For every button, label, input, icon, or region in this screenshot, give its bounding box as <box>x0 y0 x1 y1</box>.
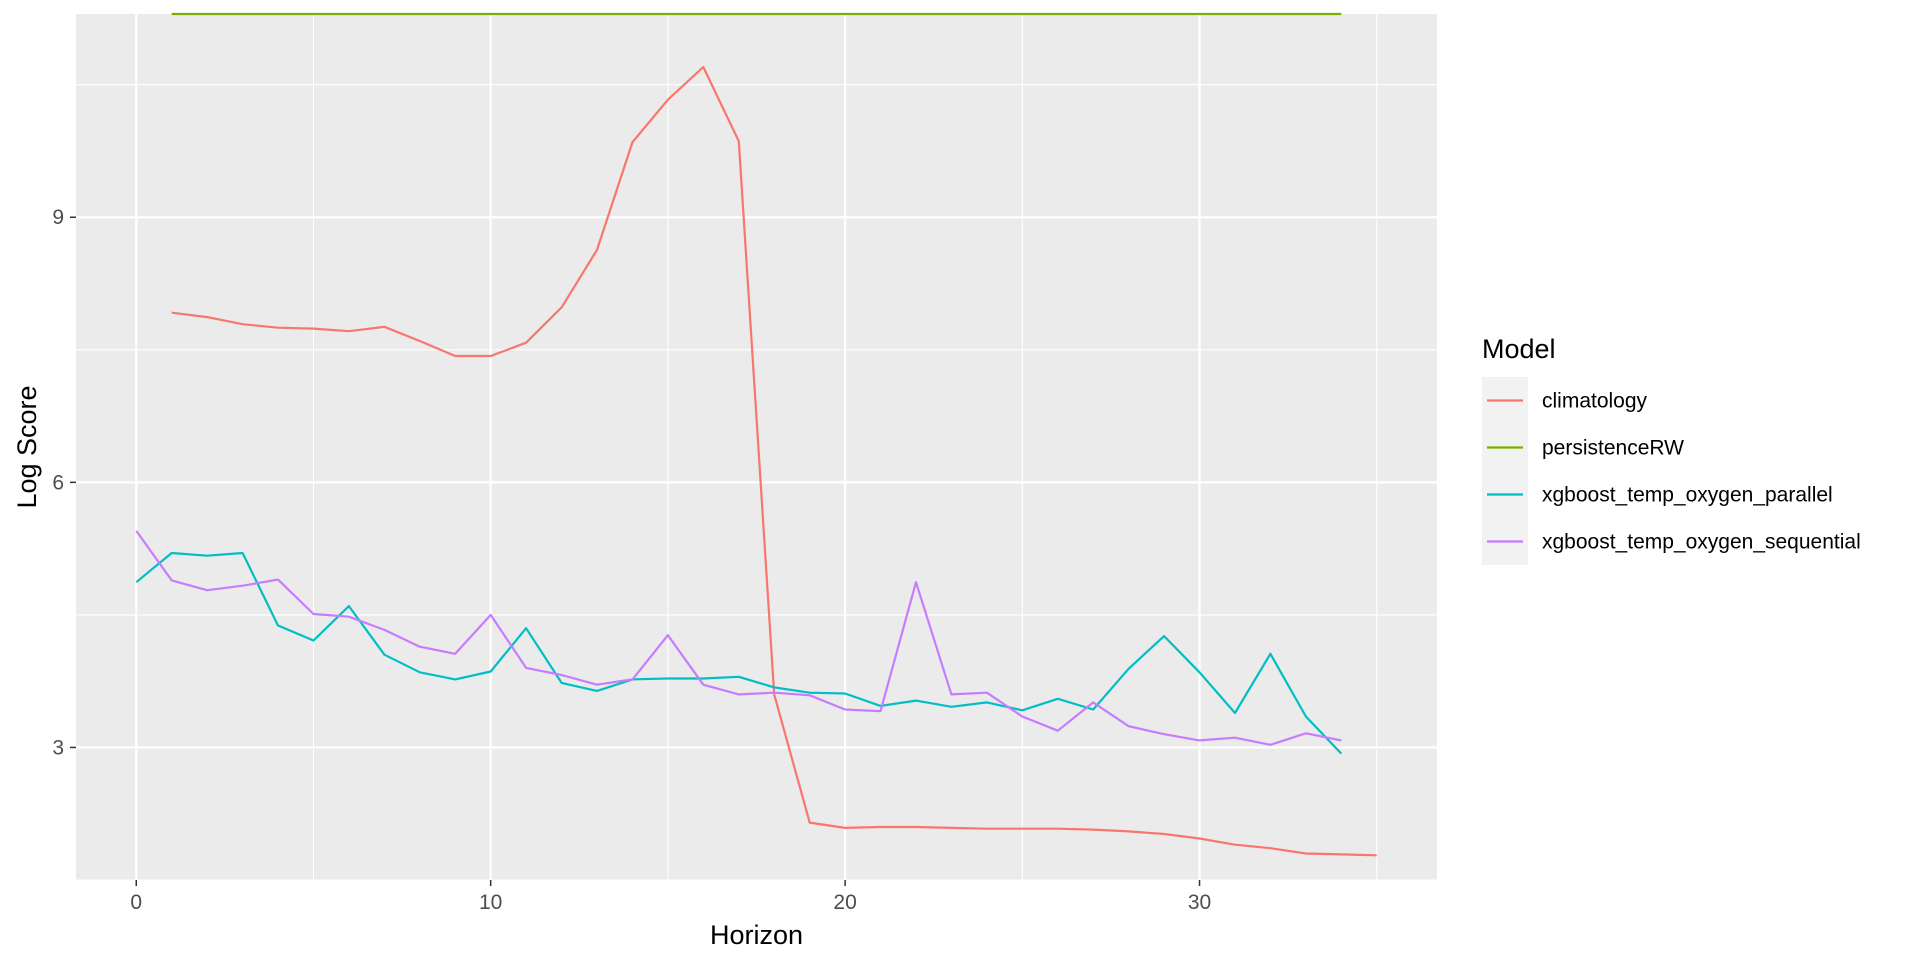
series-line-xgboost_temp_oxygen_parallel <box>135 551 1343 755</box>
legend-label: climatology <box>1542 390 1648 413</box>
legend-label: xgboost_temp_oxygen_parallel <box>1542 484 1833 507</box>
legend-item: xgboost_temp_oxygen_sequential <box>1487 531 1861 554</box>
series-layer <box>135 12 1377 857</box>
legend-keys-background <box>1482 377 1528 565</box>
series-line-climatology <box>171 65 1377 857</box>
legend-label: persistenceRW <box>1542 437 1684 460</box>
x-axis-title: Horizon <box>710 920 803 950</box>
legend-item: persistenceRW <box>1487 437 1684 460</box>
x-tick-label: 30 <box>1188 891 1211 914</box>
y-tick-label: 3 <box>52 736 64 759</box>
x-tick-label: 20 <box>833 891 856 914</box>
y-tick-label: 9 <box>52 206 64 229</box>
panel-background <box>76 14 1437 880</box>
x-axis: 0 10 20 30 <box>130 880 1211 914</box>
legend-title: Model <box>1482 334 1556 364</box>
y-tick-label: 6 <box>52 471 64 494</box>
legend-item: xgboost_temp_oxygen_parallel <box>1487 484 1833 507</box>
x-tick-label: 10 <box>479 891 502 914</box>
legend-label: xgboost_temp_oxygen_sequential <box>1542 531 1861 554</box>
legend-items: climatology persistenceRW xgboost_temp_oxy… <box>1487 390 1861 554</box>
series-line-xgboost_temp_oxygen_sequential <box>135 530 1342 746</box>
x-tick-label: 0 <box>130 891 142 914</box>
grid-minor <box>76 14 1437 881</box>
y-axis-title: Log Score <box>12 385 42 508</box>
legend: Model climatology persistenceRW xgboost_te… <box>1482 334 1861 565</box>
grid-major <box>76 14 1437 880</box>
y-axis: 3 6 9 <box>52 206 76 759</box>
legend-item: climatology <box>1487 390 1648 413</box>
